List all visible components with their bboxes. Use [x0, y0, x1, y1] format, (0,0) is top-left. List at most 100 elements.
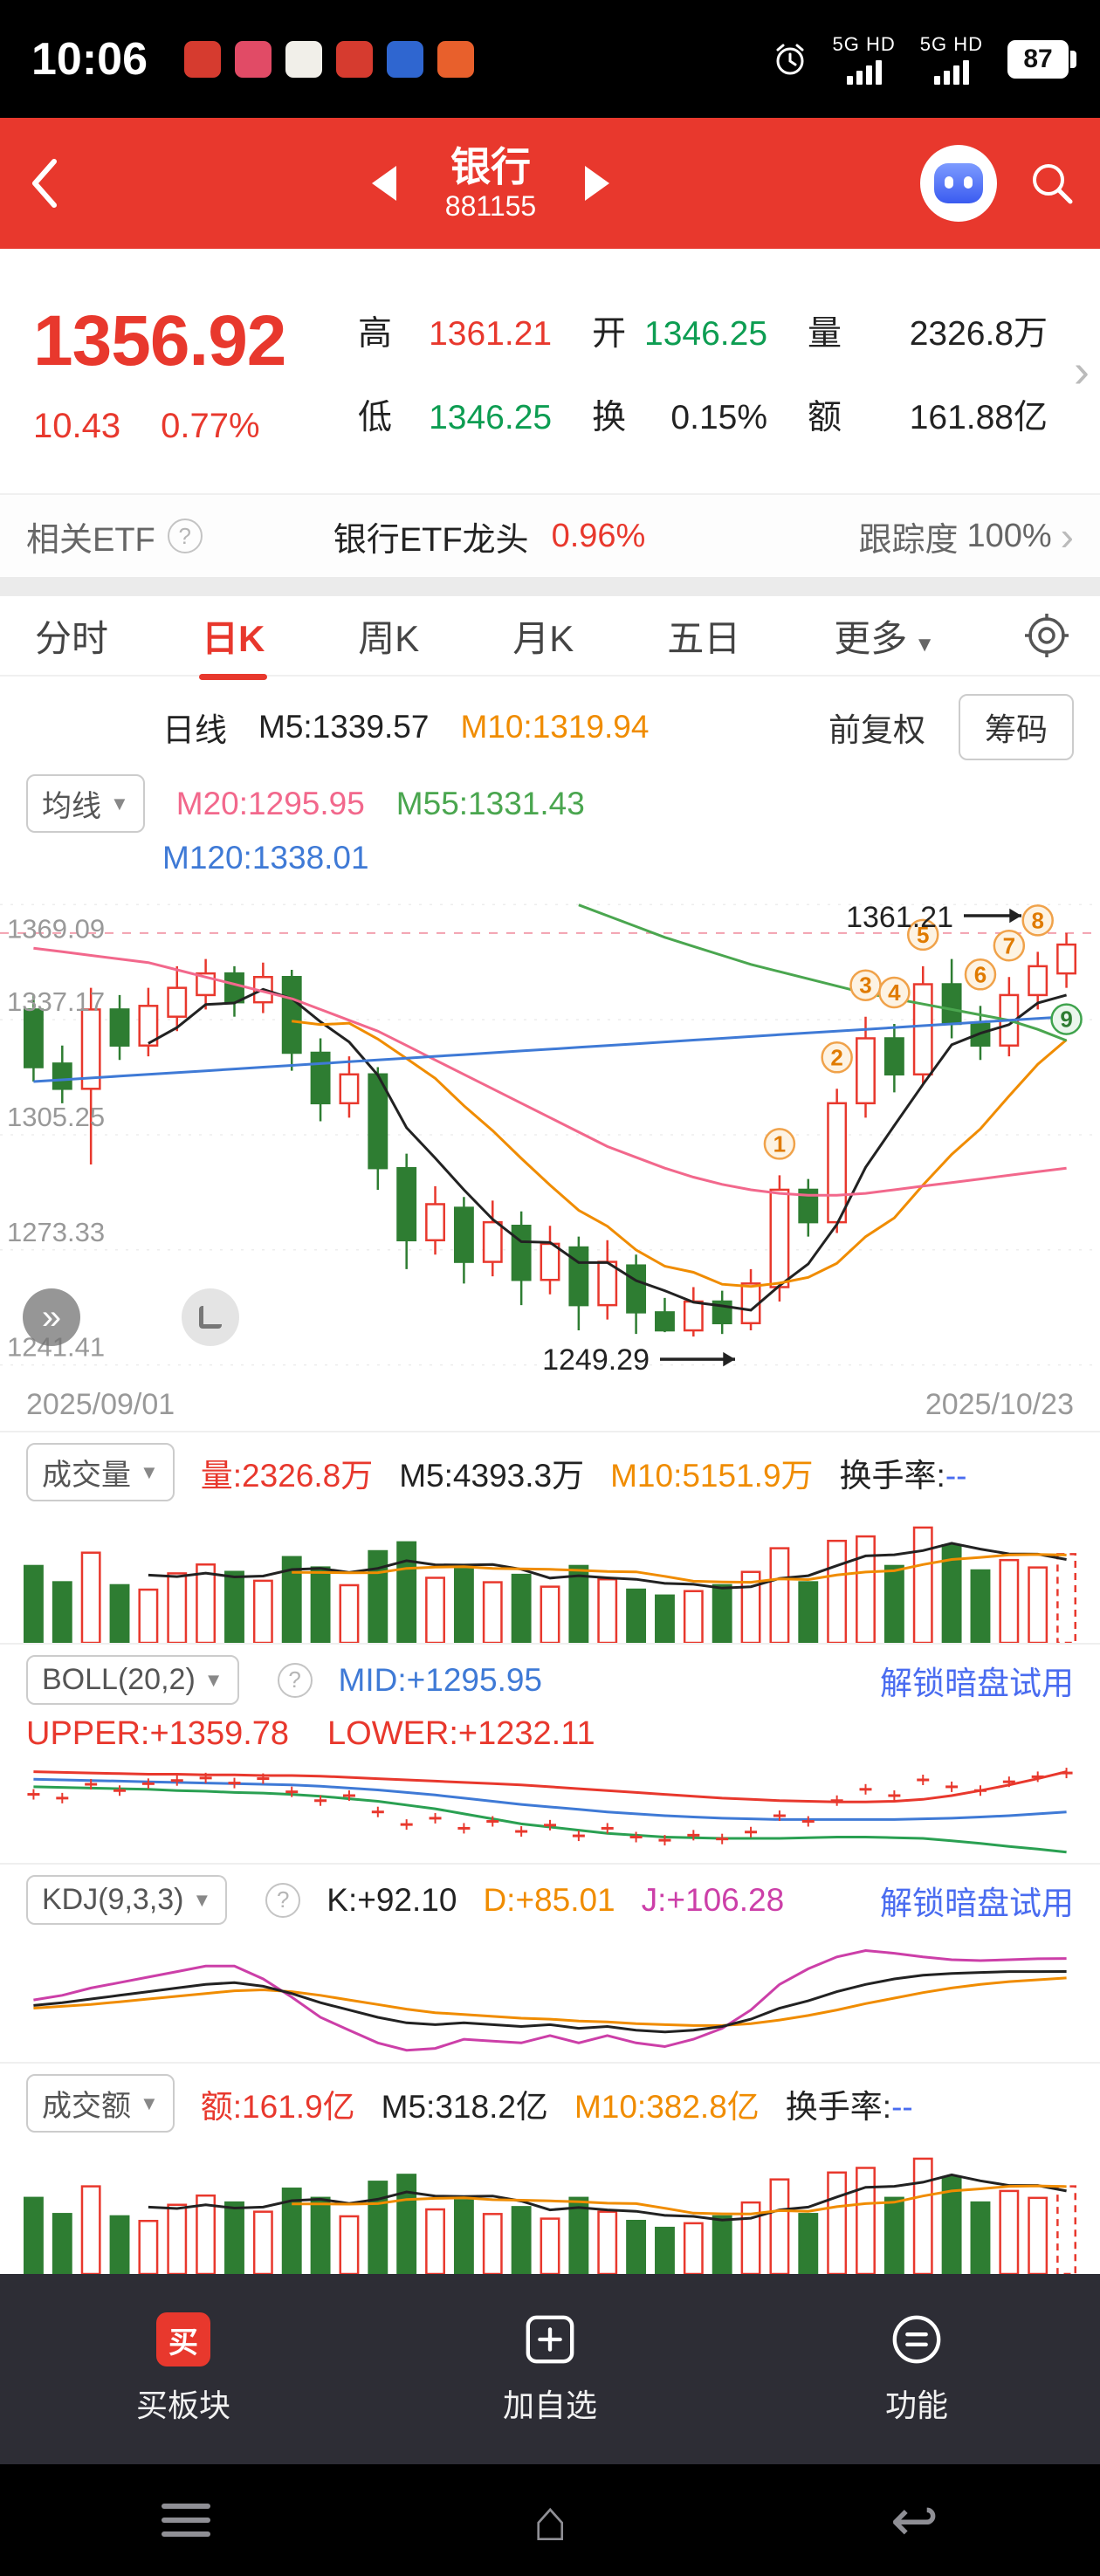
tab-daily-k[interactable]: 日K	[196, 595, 270, 677]
network-type-label: 5G HD	[832, 33, 896, 55]
boll-indicator-button[interactable]: BOLL(20,2) ▼	[26, 1655, 239, 1705]
fast-forward-button[interactable]: »	[23, 1288, 80, 1346]
svg-text:1: 1	[773, 1130, 786, 1157]
functions-label: 功能	[884, 2387, 948, 2423]
amount-ma5: M5:318.2亿	[381, 2088, 548, 2125]
svg-text:1369.09: 1369.09	[7, 913, 105, 944]
buy-sector-button[interactable]: 买 买板块	[0, 2274, 367, 2464]
back-icon[interactable]: ↩	[890, 2488, 939, 2552]
next-stock-arrow[interactable]	[585, 165, 610, 201]
notification-app-icon	[437, 40, 474, 78]
svg-text:1273.33: 1273.33	[7, 1217, 105, 1247]
svg-text:8: 8	[1031, 907, 1043, 933]
amount-bars-svg[interactable]	[0, 2143, 1100, 2274]
buy-icon: 买	[156, 2312, 210, 2366]
turnover-rate: 换手率:--	[839, 1457, 967, 1494]
svg-text:1337.17: 1337.17	[7, 986, 105, 1017]
quote-section[interactable]: 1356.92 10.43 0.77% 高 1361.21 开 1346.25 量 2…	[0, 249, 1100, 493]
kdj-panel[interactable]: KDJ(9,3,3) ▼ ? K:+92.10 D:+85.01 J:+106.2…	[0, 1863, 1100, 2062]
ma-selector-button[interactable]: 均线 ▼	[26, 774, 145, 833]
amount-indicator-button[interactable]: 成交额 ▼	[26, 2074, 175, 2133]
adjust-mode-label[interactable]: 前复权	[828, 712, 925, 748]
volume-panel[interactable]: 成交量 ▼ 量:2326.8万 M5:4393.3万 M10:5151.9万 换手…	[0, 1431, 1100, 1643]
help-icon[interactable]: ?	[277, 1662, 313, 1698]
notification-app-icon	[235, 40, 272, 78]
unlock-trial-link[interactable]: 解锁暗盘试用	[880, 1885, 1074, 1921]
volume-indicator-label: 成交量	[42, 1459, 131, 1492]
chart-settings-icon[interactable]	[1023, 612, 1070, 659]
chevron-right-icon: ›	[1060, 513, 1074, 559]
tab-weekly-k[interactable]: 周K	[358, 617, 420, 659]
amount-panel[interactable]: 成交额 ▼ 额:161.9亿 M5:318.2亿 M10:382.8亿 换手率:-…	[0, 2062, 1100, 2274]
add-plus-icon	[523, 2312, 577, 2366]
chevron-down-icon: ▼	[192, 1888, 212, 1911]
assistant-robot-icon[interactable]	[920, 145, 997, 222]
related-etf-row[interactable]: 相关ETF ? 银行ETF龙头 0.96% 跟踪度 100% ›	[0, 493, 1100, 577]
kdj-lines-svg[interactable]	[0, 1935, 1100, 2062]
period-label: 日线	[162, 712, 227, 748]
tab-more[interactable]: 更多	[828, 595, 940, 677]
chips-distribution-button[interactable]: 筹码	[958, 694, 1074, 760]
date-axis: 2025/09/01 2025/10/23	[0, 1384, 1100, 1431]
svg-text:5: 5	[917, 922, 929, 948]
tab-monthly-k[interactable]: 月K	[512, 617, 574, 659]
stock-title: 银行 881155	[445, 144, 536, 223]
chevron-down-icon: ▼	[140, 2092, 159, 2114]
field-label: 换	[592, 399, 627, 436]
rotate-landscape-button[interactable]	[182, 1288, 239, 1346]
chevron-down-icon: ▼	[203, 1668, 223, 1691]
kdj-d-value: D:+85.01	[483, 1881, 615, 1918]
bottom-action-bar: 买 买板块 加自选 功能	[0, 2274, 1100, 2464]
etf-change-percent: 0.96%	[551, 517, 646, 554]
tracking-value: 100%	[966, 517, 1052, 554]
svg-text:1305.25: 1305.25	[7, 1102, 105, 1132]
home-icon[interactable]: ⌂	[533, 2488, 568, 2552]
help-icon[interactable]: ?	[167, 519, 203, 553]
ma55-value: M55:1331.43	[395, 785, 585, 821]
candlestick-chart[interactable]: 1369.09 1337.17 1305.25 1273.33 1241.41 1 2 3 4 5…	[0, 887, 1100, 1384]
end-date: 2025/10/23	[925, 1388, 1074, 1421]
ma20-value: M20:1295.95	[175, 785, 365, 821]
volume-bars-svg[interactable]	[0, 1512, 1100, 1643]
add-watchlist-button[interactable]: 加自选	[367, 2274, 733, 2464]
network-type-label: 5G HD	[919, 33, 983, 55]
chevron-down-icon: ▼	[110, 792, 129, 814]
price-change: 10.43	[33, 406, 121, 445]
field-label: 额	[808, 399, 842, 436]
notification-icons	[170, 40, 474, 78]
kdj-indicator-button[interactable]: KDJ(9,3,3) ▼	[26, 1875, 228, 1925]
field-label: 量	[808, 315, 842, 353]
amount-ma10: M10:382.8亿	[574, 2088, 760, 2125]
previous-stock-arrow[interactable]	[371, 165, 396, 201]
boll-panel[interactable]: BOLL(20,2) ▼ ? MID:+1295.95 解锁暗盘试用 UPPER:…	[0, 1643, 1100, 1863]
tab-minute[interactable]: 分时	[35, 617, 109, 659]
ma120-value: M120:1338.01	[162, 840, 369, 876]
etf-name: 银行ETF龙头	[333, 521, 529, 559]
volume-indicator-button[interactable]: 成交量 ▼	[26, 1443, 175, 1501]
chevron-right-icon[interactable]: ›	[1074, 345, 1090, 397]
boll-lines-svg[interactable]	[0, 1760, 1100, 1863]
battery-indicator: 87	[1007, 39, 1076, 79]
search-icon[interactable]	[1027, 158, 1077, 209]
volume-ma10: M10:5151.9万	[610, 1457, 814, 1494]
help-icon[interactable]: ?	[265, 1882, 301, 1918]
back-button[interactable]	[23, 153, 66, 214]
unlock-trial-link[interactable]: 解锁暗盘试用	[880, 1665, 1074, 1701]
stock-code: 881155	[444, 189, 537, 222]
android-nav-bar: ⌂ ↩	[0, 2464, 1100, 2576]
field-label: 开	[592, 315, 627, 353]
field-label: 低	[358, 399, 393, 436]
functions-button[interactable]: 功能	[733, 2274, 1100, 2464]
recent-apps-icon[interactable]	[161, 2504, 210, 2537]
alarm-clock-icon	[772, 41, 808, 78]
volume-value: 量:2326.8万	[200, 1457, 374, 1494]
tab-five-day[interactable]: 五日	[667, 617, 741, 659]
last-price: 1356.92	[33, 300, 286, 381]
svg-text:7: 7	[1003, 932, 1015, 958]
section-divider	[0, 577, 1100, 596]
svg-text:1361.21: 1361.21	[846, 901, 953, 934]
volume-ma5: M5:4393.3万	[399, 1457, 585, 1494]
boll-upper-value: UPPER:+1359.78	[26, 1715, 290, 1752]
buy-sector-label: 买板块	[135, 2387, 230, 2423]
